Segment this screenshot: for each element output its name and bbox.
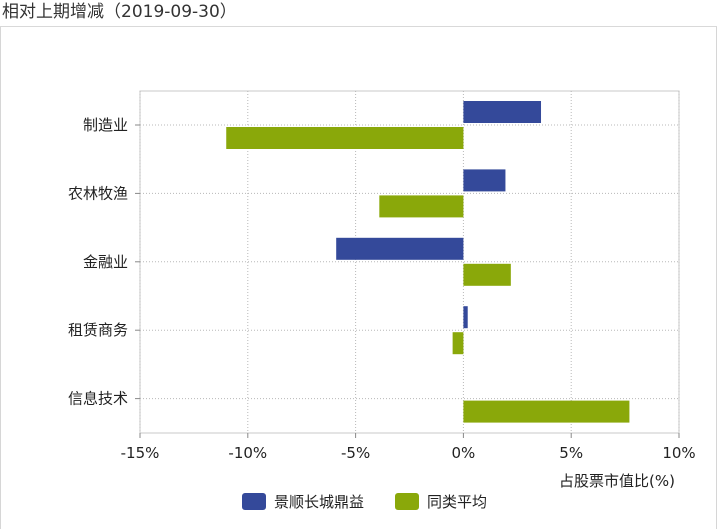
chart-legend: 景顺长城鼎益 同类平均	[0, 491, 717, 515]
x-tick-label: 0%	[452, 444, 476, 462]
x-tick-label: 5%	[559, 444, 583, 462]
legend-swatch	[242, 493, 266, 510]
y-category-label: 农林牧渔	[68, 184, 128, 202]
bar-series-2	[452, 332, 464, 355]
x-tick-label: 10%	[662, 444, 695, 462]
bar-series-1	[463, 306, 468, 329]
legend-label: 同类平均	[427, 493, 488, 511]
chart-header: 相对上期增减（2019-09-30）	[0, 0, 717, 27]
bar-series-2	[463, 263, 511, 286]
x-tick-label: -15%	[121, 444, 160, 462]
y-category-label: 制造业	[83, 116, 128, 134]
bar-series-2	[226, 127, 464, 149]
y-category-label: 信息技术	[68, 390, 128, 408]
bar-series-1	[336, 237, 464, 260]
bar-series-1	[463, 101, 542, 123]
y-category-label: 金融业	[83, 253, 128, 271]
x-tick-label: -10%	[228, 444, 267, 462]
legend-label: 景顺长城鼎益	[274, 493, 365, 511]
y-category-label: 租赁商务	[68, 321, 128, 339]
legend-item[interactable]: 同类平均	[395, 491, 487, 512]
frame-left-border	[0, 27, 1, 529]
legend-item[interactable]: 景顺长城鼎益	[242, 491, 364, 512]
x-tick-label: -5%	[341, 444, 370, 462]
bar-series-2	[463, 400, 630, 423]
bar-series-2	[379, 195, 464, 218]
chart-title: 相对上期增减（2019-09-30）	[2, 2, 237, 22]
bar-series-1	[463, 169, 506, 192]
x-axis-label: 占股票市值比(%)	[559, 472, 675, 490]
legend-swatch	[395, 493, 419, 510]
